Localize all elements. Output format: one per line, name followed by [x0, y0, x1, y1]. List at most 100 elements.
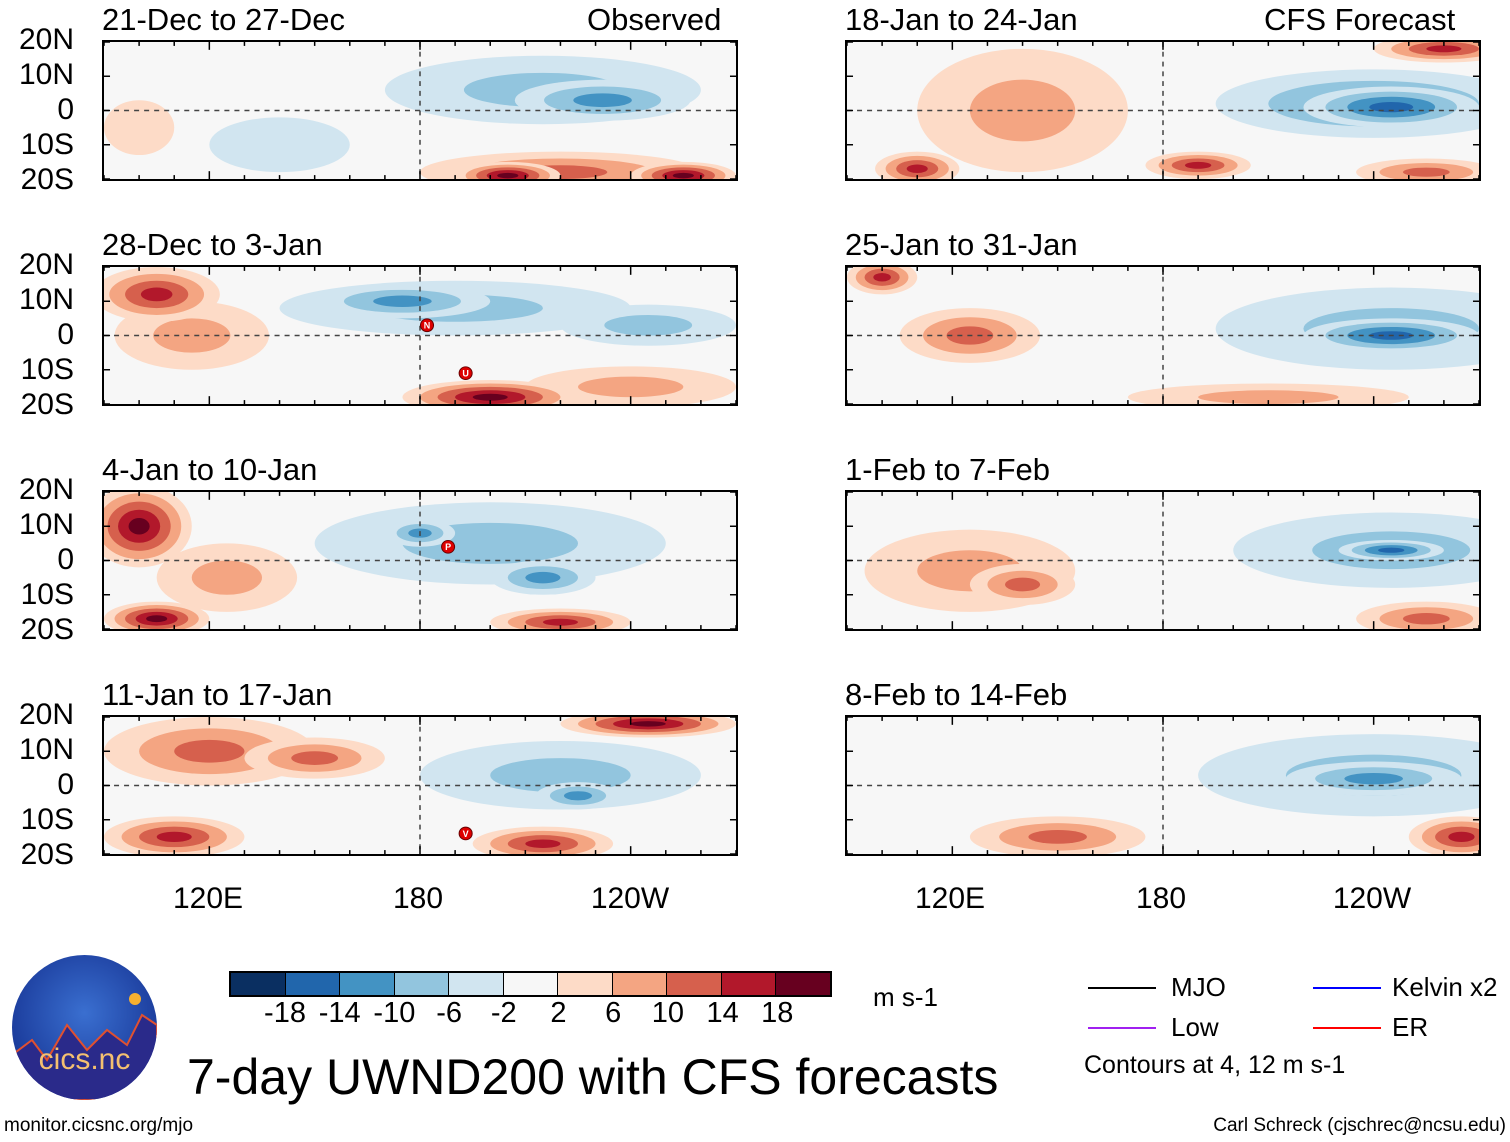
logo: cics.nc	[12, 955, 157, 1100]
colorbar-label: 6	[605, 997, 622, 1029]
anomaly-contour-fill	[542, 618, 578, 626]
lon-label: 120E	[172, 882, 244, 915]
map-panel-forecast	[845, 715, 1481, 856]
contour-note: Contours at 4, 12 m s-1	[1084, 1051, 1346, 1079]
lat-label: 20S	[20, 163, 74, 196]
colorbar-swatch	[449, 973, 504, 995]
colorbar-label: -18	[264, 997, 306, 1029]
lat-label: 10S	[20, 353, 74, 386]
lon-label: 180	[392, 882, 444, 915]
lat-label: 10N	[18, 733, 74, 766]
anomaly-contour-fill	[1448, 831, 1475, 843]
anomaly-contour-fill	[604, 314, 693, 336]
anomaly-contour-fill	[1184, 161, 1212, 169]
anomaly-contour-fill	[128, 518, 150, 535]
anomaly-contour-fill	[291, 751, 339, 765]
colorbar-label: -2	[490, 997, 517, 1029]
anomaly-contour-fill	[1369, 101, 1414, 113]
anomaly-contour-fill	[174, 739, 245, 763]
lat-label: 10N	[18, 58, 74, 91]
lat-label: 20S	[20, 613, 74, 646]
tropical-cyclone-icon	[420, 318, 435, 333]
colorbar-swatch	[558, 973, 613, 995]
lat-label: 0	[57, 318, 74, 351]
colorbar-swatch	[612, 973, 667, 995]
anomaly-contour-fill	[104, 100, 175, 156]
lon-label: 180	[1135, 882, 1187, 915]
legend-low-line	[1088, 1027, 1156, 1029]
anomaly-contour-fill	[1344, 772, 1403, 785]
legend-er: ER	[1392, 1012, 1429, 1042]
anomaly-contour-fill	[573, 93, 632, 108]
panel-title: 4-Jan to 10-Jan	[102, 452, 318, 487]
lat-label: 20S	[20, 388, 74, 421]
anomaly-contour-fill	[1402, 613, 1450, 625]
anomaly-contour-fill	[497, 172, 519, 179]
anomaly-contour-fill	[373, 295, 432, 307]
panel-title: 28-Dec to 3-Jan	[102, 227, 323, 262]
anomaly-contour-fill	[906, 164, 928, 174]
lat-label: 10S	[20, 803, 74, 836]
anomaly-contour-fill	[146, 615, 168, 623]
tropical-cyclone-icon	[441, 539, 456, 554]
tropical-cyclone-icon	[458, 366, 473, 381]
lat-label: 20S	[20, 838, 74, 871]
legend-kelvin: Kelvin x2	[1392, 972, 1498, 1002]
anomaly-contour-fill	[140, 287, 173, 302]
anomaly-contour-fill	[191, 560, 262, 595]
map-panel-observed	[102, 40, 738, 181]
colorbar-swatch	[721, 973, 776, 995]
lat-label: 10S	[20, 128, 74, 161]
observed-label: Observed	[587, 2, 722, 37]
colorbar-swatch	[340, 973, 395, 995]
panel-title: 8-Feb to 14-Feb	[845, 677, 1068, 712]
legend-kelvin-line	[1313, 987, 1381, 989]
panel-title: 18-Jan to 24-Jan	[845, 2, 1078, 37]
anomaly-contour-fill	[563, 791, 593, 801]
map-panel-forecast	[845, 265, 1481, 406]
forecast-label: CFS Forecast	[1264, 2, 1456, 37]
colorbar-label: -6	[436, 997, 462, 1029]
colorbar-swatch	[231, 973, 286, 995]
lat-label: 0	[57, 543, 74, 576]
colorbar-label: -10	[373, 997, 416, 1029]
lat-label: 10S	[20, 578, 74, 611]
map-panel-forecast	[845, 490, 1481, 631]
colorbar-label: 2	[550, 997, 567, 1029]
anomaly-contour-fill	[209, 117, 350, 173]
storm-label: U	[462, 369, 469, 379]
anomaly-contour-fill	[1426, 45, 1462, 53]
colorbar	[229, 971, 832, 997]
colorbar-label: 14	[706, 997, 739, 1029]
anomaly-contour-fill	[672, 172, 694, 179]
colorbar-swatch	[285, 973, 340, 995]
lon-label: 120W	[590, 882, 670, 915]
source-url[interactable]: monitor.cicsnc.org/mjo	[4, 1115, 194, 1136]
anomaly-contour-fill	[1005, 577, 1041, 592]
legend-low: Low	[1171, 1012, 1219, 1042]
anomaly-contour-fill	[1378, 547, 1405, 553]
lat-label: 20N	[18, 473, 74, 506]
anomaly-contour-fill	[153, 318, 231, 353]
lat-label: 20N	[18, 23, 74, 56]
anomaly-contour-fill	[1402, 167, 1450, 177]
anomaly-contour-fill	[873, 272, 891, 282]
figure-title: 7-day UWND200 with CFS forecasts	[187, 1049, 999, 1105]
map-panel-forecast	[845, 40, 1481, 181]
panel-title: 11-Jan to 17-Jan	[102, 677, 333, 712]
logo-name: cics.nc	[38, 1043, 131, 1076]
map-panel-observed: V	[102, 715, 738, 856]
units-label: m s-1	[873, 982, 938, 1012]
panel-title: 21-Dec to 27-Dec	[102, 2, 345, 37]
colorbar-swatch	[776, 973, 830, 995]
anomaly-contour-fill	[1028, 830, 1087, 844]
lon-label: 120W	[1332, 882, 1412, 915]
anomaly-contour-fill	[578, 376, 684, 398]
colorbar-swatch	[667, 973, 722, 995]
lat-label: 10N	[18, 508, 74, 541]
legend-er-line	[1313, 1027, 1381, 1029]
anomaly-contour-fill	[525, 839, 561, 849]
storm-label: N	[424, 321, 431, 331]
legend-mjo: MJO	[1171, 972, 1226, 1002]
